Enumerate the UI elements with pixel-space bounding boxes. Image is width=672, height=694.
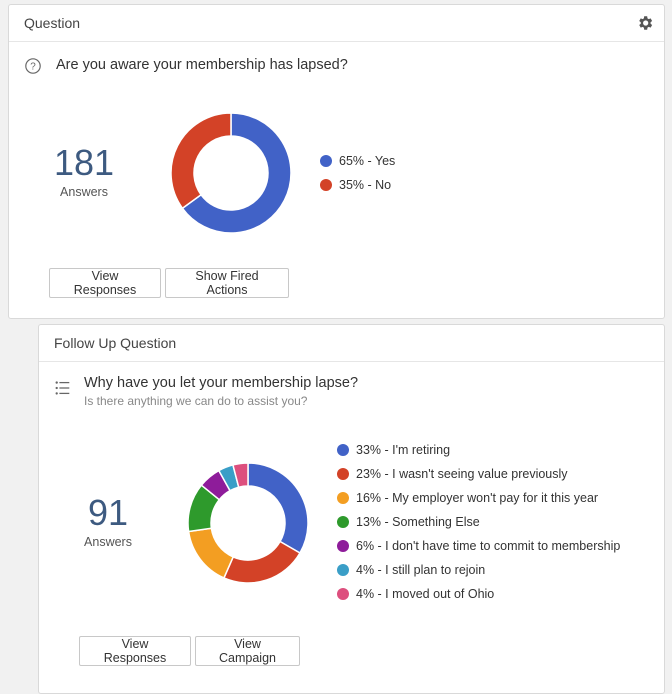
donut-slice	[247, 462, 309, 555]
legend-item: 4% - I still plan to rejoin	[337, 558, 620, 582]
help-circle-icon: ?	[25, 58, 41, 74]
legend-item: 33% - I'm retiring	[337, 438, 620, 462]
legend-swatch	[337, 540, 349, 552]
legend-item: 4% - I moved out of Ohio	[337, 582, 620, 606]
legend-label: 13% - Something Else	[356, 515, 480, 529]
question-subtitle: Is there anything we can do to assist yo…	[84, 394, 308, 408]
legend-label: 23% - I wasn't seeing value previously	[356, 467, 568, 481]
donut-slice	[170, 112, 232, 210]
legend-item: 13% - Something Else	[337, 510, 620, 534]
legend-label: 6% - I don't have time to commit to memb…	[356, 539, 621, 553]
donut-slice	[222, 540, 301, 584]
answer-count-number: 91	[87, 492, 129, 533]
chart-legend: 65% - Yes 35% - No	[320, 149, 395, 197]
view-campaign-button[interactable]: View Campaign	[195, 636, 300, 666]
legend-label: 4% - I moved out of Ohio	[356, 587, 495, 601]
answer-count: 181 Answers	[49, 142, 119, 200]
answers-donut-chart	[187, 462, 309, 584]
legend-item: 35% - No	[320, 173, 395, 197]
legend-swatch	[337, 468, 349, 480]
legend-swatch	[337, 444, 349, 456]
answer-count-label: Answers	[60, 185, 108, 199]
legend-item: 6% - I don't have time to commit to memb…	[337, 534, 620, 558]
legend-swatch	[320, 155, 332, 167]
legend-label: 16% - My employer won't pay for it this …	[356, 491, 599, 505]
legend-swatch	[320, 179, 332, 191]
show-fired-actions-button[interactable]: Show Fired Actions	[165, 268, 289, 298]
donut-slice	[232, 462, 249, 489]
legend-swatch	[337, 588, 349, 600]
legend-swatch	[337, 492, 349, 504]
legend-label: 4% - I still plan to rejoin	[356, 563, 486, 577]
card-header: Follow Up Question	[39, 325, 664, 362]
card-title: Follow Up Question	[54, 335, 177, 351]
chart-legend: 33% - I'm retiring 23% - I wasn't seeing …	[337, 438, 620, 606]
legend-label: 33% - I'm retiring	[356, 443, 451, 457]
legend-swatch	[337, 564, 349, 576]
donut-slice	[187, 527, 235, 579]
question-row: ? Are you aware your membership has laps…	[24, 57, 348, 75]
legend-label: 35% - No	[339, 178, 392, 192]
legend-swatch	[337, 516, 349, 528]
answer-count-label: Answers	[84, 535, 132, 549]
question-row: Why have you let your membership lapse? …	[54, 375, 358, 408]
donut-slice	[181, 112, 292, 234]
gear-icon[interactable]	[636, 14, 654, 32]
view-responses-button[interactable]: View Responses	[49, 268, 161, 298]
legend-item: 23% - I wasn't seeing value previously	[337, 462, 620, 486]
question-text: Why have you let your membership lapse?	[84, 375, 359, 391]
question-card: Question ? Are you aware your membership…	[8, 4, 665, 319]
svg-text:?: ?	[30, 62, 36, 73]
legend-item: 16% - My employer won't pay for it this …	[337, 486, 620, 510]
legend-item: 65% - Yes	[320, 149, 395, 173]
answer-count: 91 Answers	[73, 492, 143, 550]
answer-count-number: 181	[53, 142, 115, 183]
follow-up-question-card: Follow Up Question Why have you let your…	[38, 324, 665, 694]
card-title: Question	[24, 15, 81, 31]
list-icon	[55, 381, 70, 395]
card-header: Question	[9, 5, 664, 42]
answers-donut-chart	[170, 112, 292, 234]
question-text: Are you aware your membership has lapsed…	[56, 57, 348, 73]
view-responses-button[interactable]: View Responses	[79, 636, 191, 666]
legend-label: 65% - Yes	[339, 154, 396, 168]
